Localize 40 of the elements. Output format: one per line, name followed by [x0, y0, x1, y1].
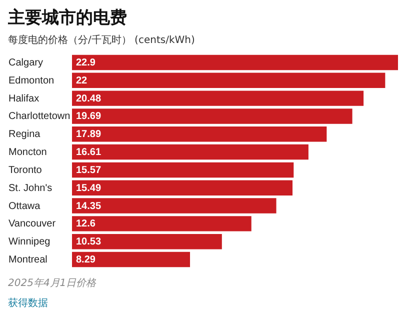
y-tick-label: Charlottetown: [8, 111, 70, 122]
y-tick-label: Edmonton: [8, 75, 54, 86]
data-label: 17.89: [76, 129, 102, 140]
data-label: 10.53: [76, 236, 102, 248]
y-tick-label: Calgary: [8, 58, 43, 69]
y-tick-label: Regina: [8, 129, 41, 140]
bar: [72, 126, 327, 142]
bar: [72, 72, 386, 88]
text: 获得数据: [8, 296, 49, 310]
y-tick-label: Halifax: [8, 93, 40, 104]
bar: [72, 90, 364, 106]
bar: [72, 180, 293, 196]
y-tick-label: Vancouver: [8, 218, 56, 230]
bar: [72, 252, 190, 268]
y-tick-label: Winnipeg: [8, 236, 50, 248]
data-label: 22: [76, 75, 88, 86]
data-label: 15.57: [76, 164, 102, 176]
bar: [72, 234, 222, 250]
bar: [72, 198, 276, 214]
data-label: 15.49: [76, 182, 102, 194]
chart-title: 主要城市的电费: [7, 8, 127, 28]
chart-subtitle: 每度电的价格（分/千瓦时） (cents/kWh): [8, 34, 195, 46]
data-label: 19.69: [76, 111, 102, 122]
y-tick-label: St. John's: [8, 182, 52, 194]
data-label: 20.48: [76, 93, 102, 104]
bar: [72, 144, 308, 160]
text: 2025年4月1日价格: [8, 276, 98, 290]
data-label: 16.61: [76, 147, 102, 158]
data-label: 22.9: [76, 58, 96, 69]
data-label: 8.29: [76, 254, 96, 266]
data-label: 12.6: [76, 218, 96, 230]
bar: [72, 108, 352, 124]
bar: [72, 54, 398, 70]
y-tick-label: Toronto: [8, 164, 42, 176]
data-label: 14.35: [76, 200, 102, 212]
y-tick-label: Montreal: [8, 254, 48, 266]
y-tick-label: Moncton: [8, 147, 47, 158]
bar: [72, 162, 294, 178]
y-tick-label: Ottawa: [8, 200, 41, 212]
bar: [72, 216, 252, 232]
